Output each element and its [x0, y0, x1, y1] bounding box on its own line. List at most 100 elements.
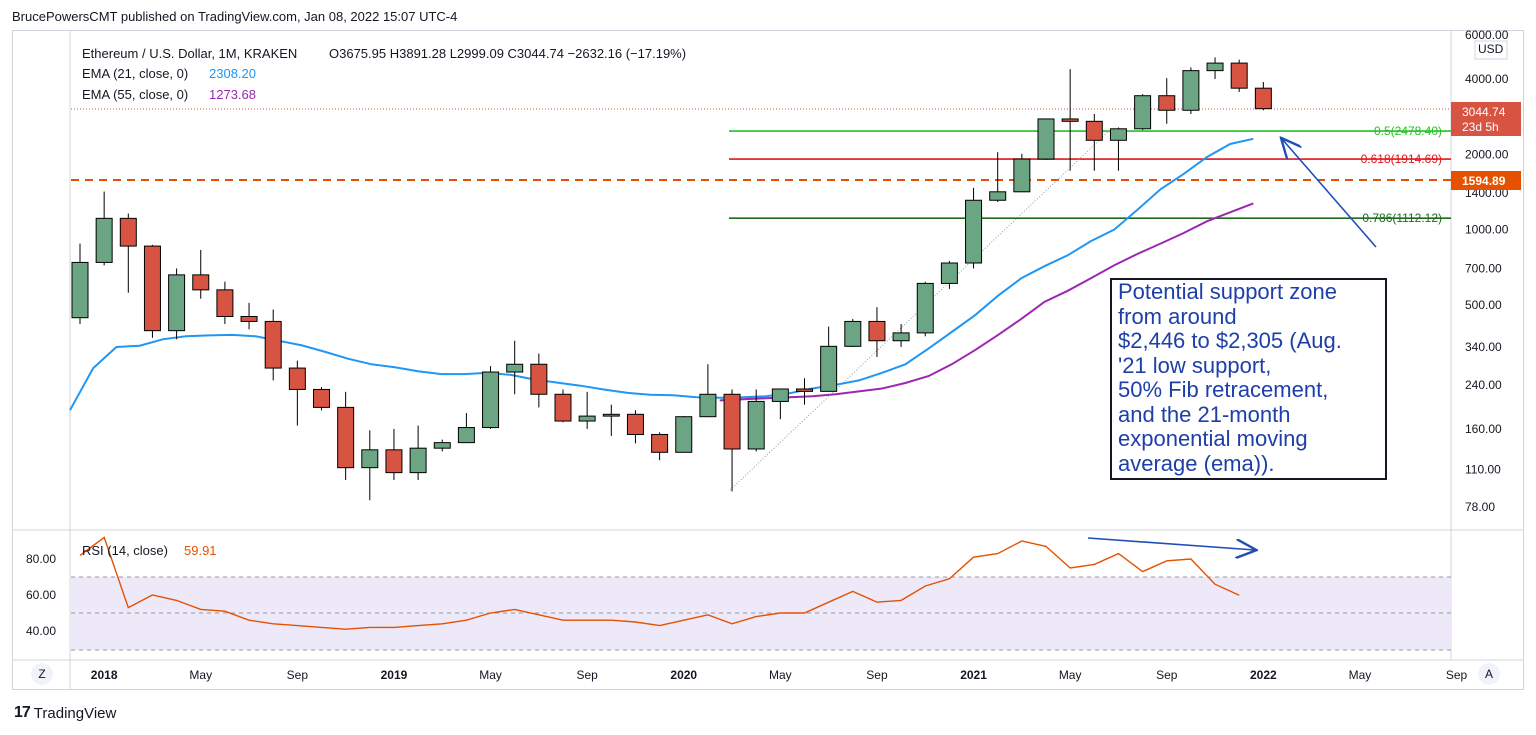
price-tick-label: 78.00 — [1465, 500, 1495, 514]
legend-symbol[interactable]: Ethereum / U.S. Dollar, 1M, KRAKEN — [82, 46, 297, 61]
time-tick-label: 2021 — [960, 668, 987, 682]
current-price-value: 3044.74 — [1462, 105, 1506, 119]
annotation-line: 50% Fib retracement, — [1118, 377, 1329, 402]
annotation-line: Potential support zone — [1118, 279, 1337, 304]
candles — [71, 57, 1272, 501]
candle-up — [940, 262, 958, 284]
legend[interactable]: Ethereum / U.S. Dollar, 1M, KRAKEN O3675… — [82, 46, 686, 558]
candle-up — [1109, 128, 1127, 141]
rsi-line — [79, 536, 1240, 630]
candle-down — [1254, 87, 1272, 110]
time-tick-label: May — [1059, 668, 1082, 682]
time-tick-label: Sep — [1156, 668, 1178, 682]
current-price-badge — [1451, 102, 1521, 136]
candle-up — [916, 282, 934, 334]
price-tick-label: 2000.00 — [1465, 147, 1509, 161]
annotation-box[interactable]: Potential support zone from around $2,446 … — [1110, 278, 1387, 480]
tradingview-logo[interactable]: 17 TradingView — [14, 704, 116, 722]
price-tick-label: 4000.00 — [1465, 72, 1509, 86]
candle-down — [313, 388, 330, 408]
candle-down — [240, 315, 258, 322]
time-tick-label: Sep — [866, 668, 888, 682]
level-price-badge — [1451, 171, 1521, 190]
time-axis-ticks: 2018 May Sep 2019 May Sep 2020 May Sep 2021 May Sep… — [91, 668, 1468, 682]
candle-down — [119, 217, 137, 247]
time-tick-label: 2019 — [381, 668, 408, 682]
time-tick-label: May — [189, 668, 212, 682]
candle-countdown: 23d 5h — [1462, 120, 1499, 134]
candle-up — [989, 191, 1007, 201]
auto-scale-button[interactable]: A — [1478, 663, 1500, 685]
price-axis-labels: 6000.004000.002000.001400.001000.00700.0… — [1465, 28, 1509, 514]
time-tick-label: May — [769, 668, 792, 682]
candle-up — [1206, 62, 1224, 72]
candle-up — [457, 427, 475, 444]
candle-down — [868, 320, 886, 342]
candle-up — [1037, 118, 1055, 160]
candle-up — [844, 320, 862, 347]
chart-frame[interactable] — [12, 30, 1524, 690]
candle-up — [71, 261, 89, 319]
rsi-axis-ticks: 80.00 60.00 40.00 — [26, 552, 56, 638]
price-tick-label: 500.00 — [1465, 298, 1502, 312]
candle-down — [554, 393, 572, 422]
candle-down — [216, 289, 234, 317]
time-tick-label: 2020 — [670, 668, 697, 682]
annotation-line: and the 21-month — [1118, 401, 1291, 427]
candle-up — [433, 442, 451, 449]
candle-up — [820, 345, 838, 392]
candle-down — [192, 274, 210, 291]
rsi-tick-label: 40.00 — [26, 624, 56, 638]
candle-up — [965, 199, 983, 264]
rsi-series — [79, 536, 1240, 630]
candle-up — [95, 217, 113, 263]
price-tick-label: 1000.00 — [1465, 223, 1509, 237]
annotation-line: average (ema)). — [1118, 450, 1275, 476]
fib-retracement[interactable]: 0.5(2478.40) 0.618(1914.69) 0.786(1112.12) — [729, 124, 1451, 225]
candle-up — [892, 332, 910, 342]
candle-down — [337, 406, 355, 469]
fib-level-label: 0.786(1112.12) — [1362, 211, 1442, 225]
tradingview-logo-icon: 17 — [14, 704, 31, 721]
fib-level-label: 0.618(1914.69) — [1361, 152, 1442, 166]
support-arrow[interactable] — [1282, 139, 1377, 248]
annotation-line: from around — [1118, 303, 1237, 329]
candle-up — [361, 449, 379, 469]
annotation-line: exponential moving — [1118, 426, 1308, 451]
time-tick-label: Sep — [576, 668, 598, 682]
price-tick-label: 700.00 — [1465, 261, 1502, 275]
time-tick-label: Sep — [1446, 668, 1468, 682]
legend-rsi-value: 59.91 — [184, 543, 217, 558]
candle-up — [482, 371, 500, 429]
price-tick-label: 340.00 — [1465, 340, 1502, 354]
annotation-line: $2,446 to $2,305 (Aug. — [1118, 328, 1342, 353]
price-tick-label: 240.00 — [1465, 378, 1502, 392]
publisher-line: BrucePowersCMT published on TradingView.… — [12, 9, 458, 24]
candle-down — [1230, 62, 1248, 89]
currency-label[interactable]: USD — [1478, 42, 1504, 56]
rsi-divergence-arrow[interactable] — [1087, 537, 1255, 550]
candle-up — [747, 400, 765, 450]
legend-ema21-label[interactable]: EMA (21, close, 0) — [82, 66, 188, 81]
legend-ohlc: O3675.95 H3891.28 L2999.09 C3044.74 −263… — [329, 46, 686, 61]
candle-up — [1134, 95, 1152, 130]
candle-up — [1013, 158, 1031, 193]
legend-ema55-value: 1273.68 — [209, 87, 256, 102]
candle-down — [626, 413, 644, 435]
candle-down — [1061, 118, 1079, 122]
candle-down — [651, 433, 669, 453]
candle-down — [1158, 95, 1176, 111]
candle-up — [771, 388, 789, 402]
legend-ema21-value: 2308.20 — [209, 66, 256, 81]
candle-down — [264, 320, 282, 369]
price-tick-label: 6000.00 — [1465, 28, 1509, 42]
rsi-tick-label: 80.00 — [26, 552, 56, 566]
legend-ema55-label[interactable]: EMA (55, close, 0) — [82, 87, 188, 102]
legend-rsi-label[interactable]: RSI (14, close) — [82, 543, 168, 558]
zoom-button[interactable]: Z — [31, 663, 53, 685]
fib-level-label: 0.5(2478.40) — [1374, 124, 1442, 138]
price-tick-label: 110.00 — [1465, 463, 1501, 477]
tradingview-brand: TradingView — [33, 704, 117, 722]
candle-down — [530, 363, 548, 395]
